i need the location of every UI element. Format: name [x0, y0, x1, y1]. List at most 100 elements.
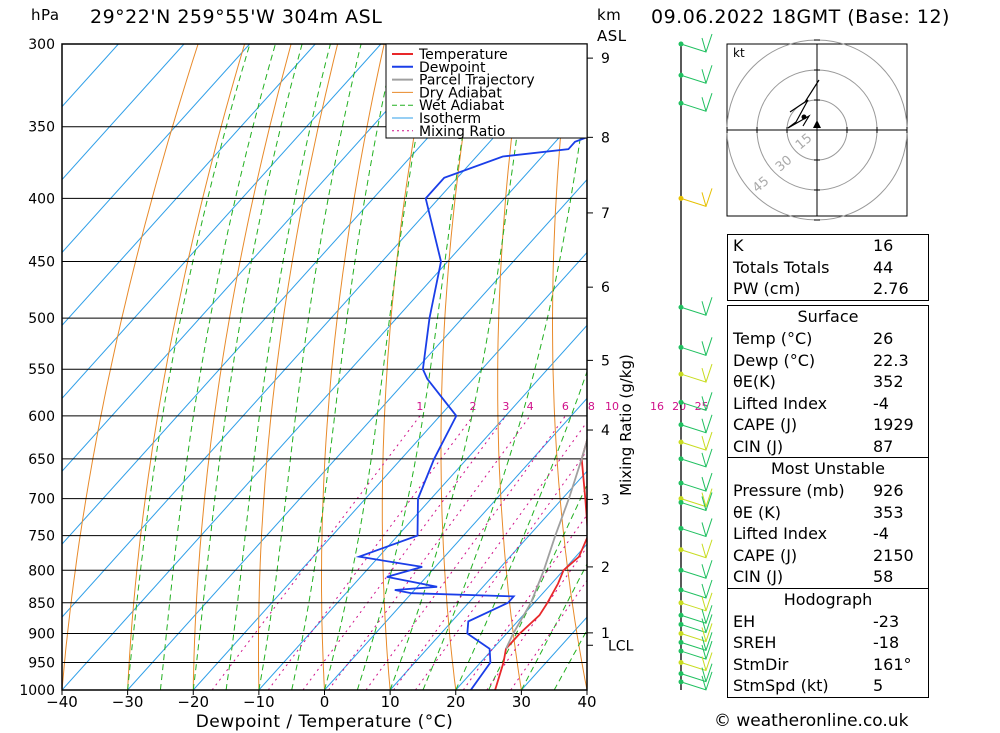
- pressure-tick-label: 700: [28, 492, 55, 508]
- mu-theta-label: θE (K): [733, 502, 781, 522]
- wind-barb: [680, 560, 713, 579]
- isotherm-line: [62, 44, 316, 327]
- dry-adiabat-line: [497, 44, 525, 690]
- mixing-ratio-line: [328, 415, 531, 690]
- stmdir-value: 161°: [873, 654, 912, 674]
- stmdir-label: StmDir: [733, 654, 789, 674]
- dry-adiabat-line: [657, 44, 718, 690]
- wind-barb: [680, 414, 713, 434]
- wind-barb: [680, 605, 713, 624]
- isotherm-line: [389, 470, 587, 690]
- mixing-ratio-line: [415, 449, 587, 690]
- temperature-line: [494, 437, 587, 690]
- wet-adiabat-line: [225, 44, 331, 690]
- surface-cape-value: 1929: [873, 415, 914, 435]
- wind-barb: [680, 65, 713, 84]
- isotherm-line: [192, 251, 587, 690]
- km-tick-label: 6: [601, 280, 610, 296]
- wind-barb: [680, 539, 713, 559]
- surface-table: Surface Temp (°C) 26 Dewp (°C) 22.3 θE(K) 3…: [727, 305, 929, 698]
- eh-value: -23: [873, 611, 900, 631]
- mu-li-value: -4: [873, 524, 889, 544]
- wet-adiabat-line: [488, 483, 587, 690]
- hodograph-unit-label: kt: [733, 46, 745, 60]
- copyright-footer: © weatheronline.co.uk: [714, 711, 909, 731]
- mixing-ratio-label: 25: [695, 400, 709, 413]
- pressure-tick-label: 850: [28, 596, 55, 612]
- mixing-ratio-label: 8: [588, 400, 595, 413]
- km-tick-label: 5: [601, 353, 610, 369]
- surface-theta-value: 352: [873, 372, 904, 392]
- wet-adiabat-line: [455, 370, 587, 690]
- location-title: 29°22'N 259°55'W 304m ASL: [90, 6, 383, 28]
- dry-adiabat-line: [943, 44, 1000, 690]
- wind-barb: [680, 579, 713, 599]
- legend-entry: Dry Adiabat: [419, 85, 502, 101]
- mixing-ratio-line: [486, 546, 587, 690]
- asl-unit: ASL: [597, 27, 627, 45]
- isotherm-line: [62, 44, 382, 400]
- surface-dewp-value: 22.3: [873, 350, 909, 370]
- x-tick-label: 0: [320, 693, 330, 711]
- mixing-ratio-label: 3: [502, 400, 509, 413]
- mixing-ratio-label: 4: [527, 400, 534, 413]
- wet-adiabat-line: [127, 44, 251, 690]
- wet-adiabat-line: [520, 562, 587, 690]
- most-unstable-title: Most Unstable: [728, 457, 928, 480]
- pressure-tick-label: 400: [28, 191, 55, 207]
- legend-entry: Isotherm: [419, 111, 481, 127]
- legend-entry: Mixing Ratio: [419, 124, 505, 140]
- km-tick-label: 9: [601, 51, 610, 67]
- mu-pressure-value: 926: [873, 481, 904, 501]
- x-tick-label: 30: [512, 693, 531, 711]
- hpa-unit: hPa: [31, 6, 60, 24]
- isotherm-line: [127, 178, 587, 690]
- mixing-ratio-line: [365, 415, 566, 690]
- dry-adiabat-line: [258, 44, 339, 690]
- wind-barb: [680, 623, 713, 643]
- x-tick-label: −30: [112, 693, 144, 711]
- wind-barb: [680, 632, 713, 651]
- wind-barb: [680, 592, 713, 612]
- wet-adiabat-line: [159, 44, 276, 690]
- wind-barb: [680, 448, 713, 468]
- surface-cin-value: 87: [873, 436, 894, 456]
- mu-theta-value: 353: [873, 502, 904, 522]
- x-tick-label: −20: [177, 693, 209, 711]
- mu-cin-label: CIN (J): [733, 567, 784, 587]
- isotherm-line: [455, 543, 587, 690]
- pressure-tick-label: 650: [28, 452, 55, 468]
- wind-barb: [680, 488, 713, 508]
- isotherm-line: [62, 44, 119, 108]
- surface-li-value: -4: [873, 393, 889, 413]
- lcl-label: LCL: [608, 638, 634, 654]
- wind-barb: [680, 518, 713, 538]
- km-tick-label: 8: [601, 130, 610, 146]
- pressure-tick-label: 300: [28, 37, 55, 53]
- mu-cape-value: 2150: [873, 545, 914, 565]
- pressure-tick-label: 450: [28, 255, 55, 271]
- isotherm-line: [62, 44, 447, 472]
- surface-dewp-label: Dewp (°C): [733, 350, 816, 370]
- mixing-ratio-line: [302, 415, 507, 690]
- pressure-tick-label: 800: [28, 563, 55, 579]
- surface-cin-label: CIN (J): [733, 436, 784, 456]
- wind-barb: [680, 33, 713, 53]
- mixing-ratio-label: 16: [650, 400, 664, 413]
- sreh-value: -18: [873, 633, 900, 653]
- surface-temp-value: 26: [873, 329, 894, 349]
- mixing-ratio-axis-label: Mixing Ratio (g/kg): [617, 354, 635, 496]
- mixing-ratio-line: [462, 514, 587, 690]
- pressure-tick-label: 550: [28, 362, 55, 378]
- wind-barb: [680, 431, 713, 451]
- legend-entry: Dewpoint: [419, 60, 486, 76]
- mixing-ratio-label: 2: [470, 400, 477, 413]
- km-tick-label: 2: [601, 560, 610, 576]
- stmspd-value: 5: [873, 676, 884, 696]
- isotherm-line: [62, 44, 185, 181]
- pressure-tick-label: 600: [28, 409, 55, 425]
- pressure-tick-label: 1000: [19, 683, 55, 699]
- pressure-tick-label: 750: [28, 529, 55, 545]
- wind-barb: [680, 188, 713, 207]
- km-tick-label: 7: [601, 206, 610, 222]
